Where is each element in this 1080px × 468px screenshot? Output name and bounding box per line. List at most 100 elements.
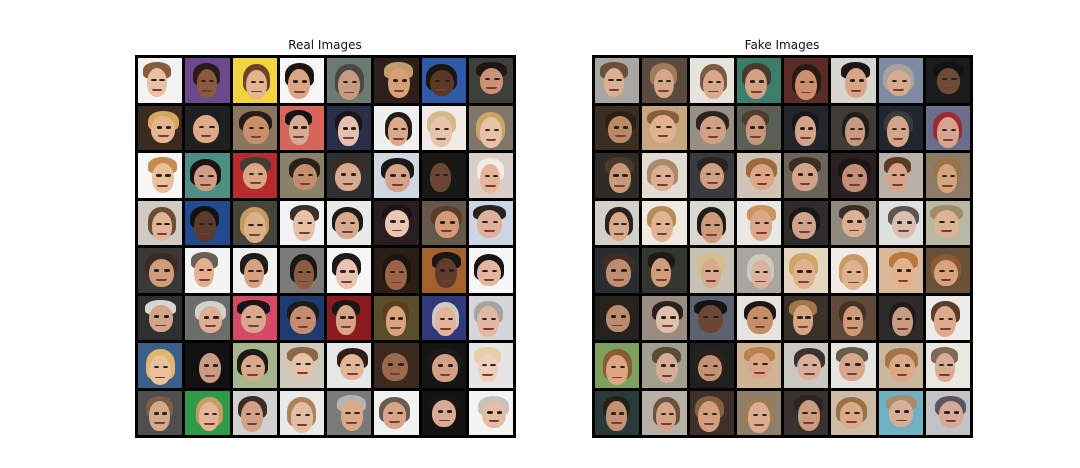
right-eye	[856, 271, 862, 274]
face-shape	[844, 67, 867, 99]
mouth	[435, 183, 446, 186]
mouth	[156, 233, 168, 235]
right-eye	[807, 127, 814, 130]
right-eye	[763, 270, 769, 273]
right-eye	[711, 412, 718, 416]
right-eye	[764, 221, 770, 225]
right-eye	[616, 78, 622, 82]
real-face-thumbnail	[232, 390, 277, 435]
right-eye	[163, 315, 169, 318]
left-eye	[847, 220, 853, 223]
real-face-thumbnail	[327, 153, 372, 198]
mouth	[485, 139, 497, 141]
real-face-thumbnail	[138, 58, 183, 103]
left-eye	[246, 315, 252, 319]
fake-face-thumbnail	[642, 248, 687, 293]
face-shape	[432, 353, 458, 382]
right-eye	[949, 220, 955, 224]
face-shape	[198, 352, 221, 384]
right-eye	[904, 318, 911, 321]
left-eye	[847, 317, 853, 320]
face-shape	[839, 402, 864, 429]
left-eye	[437, 364, 443, 367]
real-face-thumbnail	[421, 200, 466, 245]
real-face-thumbnail	[232, 105, 277, 150]
right-eye	[494, 77, 500, 81]
mouth	[707, 136, 719, 139]
face-shape	[382, 352, 408, 381]
mouth	[945, 420, 957, 423]
mouth	[392, 183, 403, 186]
right-eye	[947, 363, 953, 367]
fake-face-thumbnail	[925, 105, 970, 150]
right-eye	[808, 81, 815, 84]
face-shape	[792, 305, 814, 335]
face-shape	[939, 401, 963, 428]
face-shape	[288, 115, 309, 145]
left-eye	[345, 363, 351, 367]
right-eye	[805, 316, 811, 319]
left-eye	[847, 174, 853, 177]
fake-face-thumbnail	[878, 390, 923, 435]
face-shape	[340, 400, 363, 431]
face-shape	[477, 306, 500, 337]
face-shape	[606, 354, 629, 386]
right-eye	[621, 269, 627, 272]
face-shape	[429, 69, 454, 97]
real-face-thumbnail	[374, 390, 419, 435]
right-eye	[350, 222, 356, 225]
fake-face-thumbnail	[689, 343, 734, 388]
left-eye	[390, 317, 396, 320]
mouth	[486, 87, 497, 89]
right-eye	[857, 128, 863, 131]
face-shape	[842, 259, 865, 291]
mouth	[614, 135, 626, 138]
real-face-thumbnail	[468, 105, 513, 150]
face-shape	[290, 352, 315, 380]
right-eye	[397, 412, 403, 415]
left-eye	[298, 221, 304, 225]
fake-face-thumbnail	[736, 105, 781, 150]
left-eye	[752, 362, 759, 366]
left-eye	[894, 364, 900, 367]
right-eye	[350, 173, 357, 176]
right-eye	[306, 316, 312, 320]
fake-face-thumbnail	[736, 343, 781, 388]
left-eye	[892, 79, 898, 82]
right-eye	[714, 223, 720, 226]
right-eye	[306, 270, 312, 273]
mouth	[436, 88, 448, 91]
face-shape	[700, 212, 723, 243]
right-eye	[807, 173, 814, 176]
left-eye	[248, 269, 254, 273]
left-eye	[246, 364, 252, 367]
face-shape	[387, 67, 410, 99]
face-shape	[653, 68, 674, 99]
left-eye	[939, 317, 945, 321]
right-eye	[669, 364, 675, 367]
mouth	[849, 138, 861, 140]
left-eye	[752, 413, 758, 416]
fake-face-thumbnail	[689, 153, 734, 198]
mouth	[750, 136, 762, 139]
mouth	[614, 184, 625, 187]
face-shape	[934, 306, 957, 337]
right-eye	[953, 411, 960, 414]
face-shape	[385, 210, 409, 237]
mouth	[154, 376, 166, 379]
right-eye	[715, 80, 722, 83]
real-face-thumbnail	[232, 248, 277, 293]
left-eye	[941, 128, 947, 131]
face-shape	[243, 162, 268, 190]
right-eye	[763, 316, 769, 320]
face-shape	[385, 259, 408, 291]
fake-face-thumbnail	[642, 390, 687, 435]
fake-images-grid-frame	[592, 55, 973, 438]
mouth	[940, 278, 952, 281]
mouth	[157, 135, 169, 138]
face-shape	[193, 211, 216, 242]
mouth	[896, 373, 908, 376]
real-face-thumbnail	[327, 200, 372, 245]
right-eye	[758, 126, 764, 129]
right-eye	[670, 316, 676, 319]
